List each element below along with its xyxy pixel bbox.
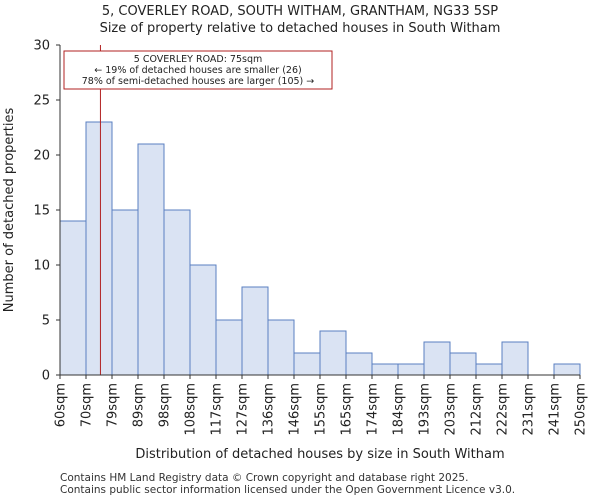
x-tick-label: 98sqm [158, 383, 173, 427]
x-tick-label: 250sqm [574, 383, 589, 436]
x-tick-label: 184sqm [392, 383, 407, 436]
bar-60sqm [59, 220, 87, 376]
bar-155sqm [319, 330, 347, 376]
x-axis-label: Distribution of detached houses by size … [135, 447, 504, 462]
x-tick-label: 79sqm [106, 383, 121, 427]
x-tick-label: 146sqm [288, 383, 303, 436]
bar-241sqm [553, 363, 581, 376]
chart-subtitle: Size of property relative to detached ho… [99, 21, 501, 36]
bar-108sqm [189, 264, 217, 376]
bar-146sqm [293, 352, 321, 376]
footer-licence: Contains public sector information licen… [60, 484, 516, 496]
y-tick-label: 15 [33, 204, 50, 219]
y-tick-label: 10 [33, 259, 50, 274]
x-tick-label: 222sqm [496, 383, 511, 436]
x-tick-label: 231sqm [522, 383, 537, 436]
annotation-box [63, 50, 333, 90]
x-tick-label: 89sqm [132, 383, 147, 427]
y-tick-label: 5 [42, 314, 50, 329]
annotation-line-1: 5 COVERLEY ROAD: 75sqm [134, 54, 263, 65]
bar-70sqm [85, 121, 113, 376]
x-tick-label: 117sqm [210, 383, 225, 436]
annotation-line-2: ← 19% of detached houses are smaller (26… [94, 65, 301, 76]
bar-165sqm [345, 352, 373, 376]
x-tick-label: 136sqm [262, 383, 277, 436]
bar-117sqm [215, 319, 243, 376]
bar-174sqm [371, 363, 399, 376]
y-tick-label: 30 [33, 39, 50, 54]
y-tick-label: 20 [33, 149, 50, 164]
bar-79sqm [111, 209, 139, 376]
x-tick-label: 174sqm [366, 383, 381, 436]
bar-203sqm [449, 352, 477, 376]
footer-copyright: Contains HM Land Registry data © Crown c… [60, 472, 469, 484]
bar-136sqm [267, 319, 295, 376]
bars-group [59, 121, 581, 376]
bar-212sqm [475, 363, 503, 376]
bar-98sqm [163, 209, 191, 376]
y-tick-label: 25 [33, 94, 50, 109]
bar-222sqm [501, 341, 529, 376]
bar-193sqm [423, 341, 451, 376]
x-tick-label: 165sqm [340, 383, 355, 436]
y-ticks-group: 0 5 10 15 20 25 30 [33, 39, 60, 384]
chart-title-address: 5, COVERLEY ROAD, SOUTH WITHAM, GRANTHAM… [101, 4, 499, 19]
x-tick-label: 108sqm [184, 383, 199, 436]
bar-184sqm [397, 363, 425, 376]
x-ticks-group: 60sqm 70sqm 79sqm 89sqm 98sqm 108sqm 117sqm 127… [54, 375, 589, 436]
x-tick-label: 212sqm [470, 383, 485, 436]
x-tick-label: 60sqm [54, 383, 69, 427]
bar-127sqm [241, 286, 269, 376]
y-axis-label: Number of detached properties [2, 108, 17, 313]
x-tick-label: 193sqm [418, 383, 433, 436]
y-tick-label: 0 [42, 369, 50, 384]
x-tick-label: 155sqm [314, 383, 329, 436]
annotation-line-3: 78% of semi-detached houses are larger (… [82, 76, 315, 87]
x-tick-label: 70sqm [80, 383, 95, 427]
x-tick-label: 203sqm [444, 383, 459, 436]
x-tick-label: 241sqm [548, 383, 563, 436]
x-tick-label: 127sqm [236, 383, 251, 436]
bar-89sqm [137, 143, 165, 376]
